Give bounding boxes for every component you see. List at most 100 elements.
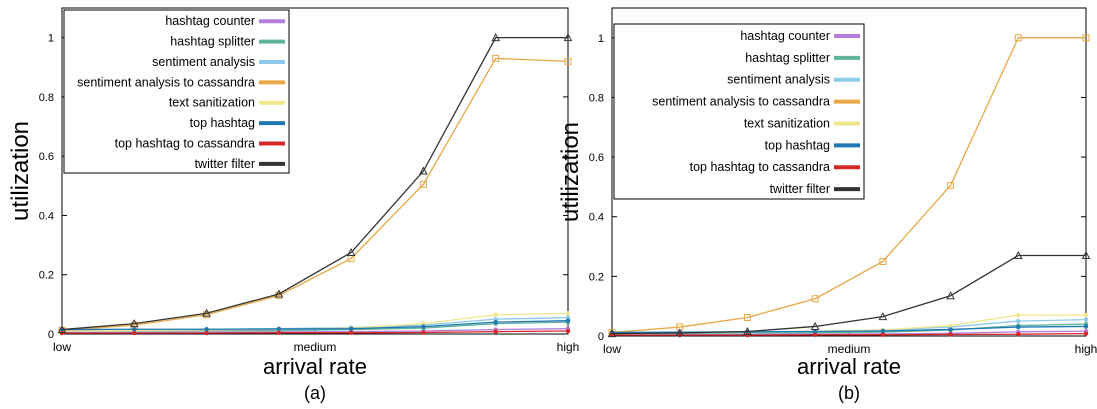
data-point <box>1016 318 1021 324</box>
series-line <box>61 36 568 331</box>
legend-entry-label: twitter filter <box>770 182 830 196</box>
data-point <box>946 291 955 300</box>
data-point <box>59 330 65 336</box>
x-tick-label: low <box>53 340 71 354</box>
y-axis-label: utilization <box>557 122 584 222</box>
chart-panel-a: 0 0.2 0.4 0.6 0.8 1 low medium high utilization ar… <box>7 7 580 403</box>
series-sentiment-analysis-to-cassandra <box>608 34 1090 336</box>
x-axis-label: arrival rate <box>797 354 901 379</box>
y-tick-label: 0.8 <box>589 92 604 104</box>
data-point <box>1016 324 1021 330</box>
data-point <box>204 327 209 332</box>
series-line <box>611 254 1086 335</box>
data-point <box>811 295 819 303</box>
data-point <box>743 326 752 336</box>
data-point <box>276 326 282 332</box>
x-tick-label: medium <box>828 342 871 356</box>
data-point <box>421 324 426 329</box>
data-point <box>348 326 354 331</box>
series-line <box>611 37 1086 334</box>
y-axis-label: utilization <box>7 121 34 221</box>
data-point <box>565 311 571 316</box>
series-twitter-filter <box>57 33 573 334</box>
y-tick-label: 1 <box>598 33 604 45</box>
data-point <box>57 324 67 334</box>
legend-entry-label: sentiment analysis <box>727 73 830 87</box>
y-tick-label: 0.6 <box>39 151 54 163</box>
data-point <box>274 289 284 298</box>
data-point <box>947 181 955 189</box>
data-point <box>129 319 139 328</box>
data-point <box>421 330 426 335</box>
data-point <box>492 54 500 62</box>
legend-box <box>613 23 865 200</box>
series-line <box>62 330 569 334</box>
series-twitter-filter <box>607 250 1091 338</box>
data-point <box>745 332 750 338</box>
legend-entry-label: hashtag splitter <box>170 35 255 49</box>
data-point <box>1083 317 1089 322</box>
data-point <box>565 328 571 334</box>
data-point <box>948 332 953 337</box>
y-tick-label: 0.4 <box>589 212 604 224</box>
y-tick-label: 0.8 <box>39 92 54 104</box>
data-point <box>1083 324 1089 329</box>
x-tick-label: high <box>557 340 580 354</box>
data-point <box>878 312 888 321</box>
legend-entry-label: top hashtag <box>190 116 255 130</box>
series-line <box>612 332 1087 336</box>
data-point <box>880 332 886 338</box>
data-point <box>276 330 282 336</box>
legend-entry-label: text sanitization <box>169 96 255 110</box>
data-point <box>948 323 953 328</box>
legend-entry-label: top hashtag to cassandra <box>115 136 255 150</box>
series-line <box>61 57 569 332</box>
legend: hashtag counter hashtag splitter sentiment… <box>613 23 865 200</box>
series-top-hashtag-to-cassandra <box>59 328 571 336</box>
data-point <box>880 328 886 334</box>
data-point <box>879 257 887 265</box>
data-point <box>493 312 498 317</box>
legend-entry-label: twitter filter <box>195 157 255 171</box>
legend-entry-label: sentiment analysis <box>152 55 255 69</box>
data-point <box>607 329 617 338</box>
data-point <box>1016 312 1021 318</box>
data-point <box>1082 34 1090 42</box>
y-tick-label: 0 <box>48 329 54 341</box>
x-tick-label: low <box>603 342 621 356</box>
data-point <box>493 319 498 325</box>
x-tick-label: medium <box>294 340 337 354</box>
y-tick-label: 0.2 <box>589 271 604 283</box>
subfigure-caption: (b) <box>838 383 860 403</box>
legend-entry-label: sentiment analysis to cassandra <box>77 75 255 89</box>
legend-entry-label: hashtag splitter <box>745 51 830 65</box>
x-tick-label: high <box>1075 342 1097 356</box>
legend-entry-label: sentiment analysis to cassandra <box>652 95 830 109</box>
subfigure-caption: (a) <box>304 383 326 403</box>
data-point <box>564 57 572 65</box>
data-point <box>1013 250 1023 259</box>
series-top-hashtag-to-cassandra <box>609 331 1089 338</box>
y-tick-label: 0 <box>598 331 604 343</box>
y-tick-label: 0.4 <box>39 210 54 222</box>
data-point <box>202 308 211 317</box>
legend: hashtag counter hashtag splitter sentiment… <box>63 9 290 174</box>
data-point <box>563 33 573 42</box>
data-point <box>491 33 501 42</box>
data-point <box>346 247 356 256</box>
data-point <box>675 328 685 337</box>
legend-entry-label: hashtag counter <box>740 29 830 43</box>
data-point <box>743 314 751 322</box>
data-point <box>1014 34 1022 42</box>
data-point <box>493 329 498 334</box>
x-axis-label: arrival rate <box>263 354 367 379</box>
legend-box <box>63 9 290 174</box>
data-point <box>348 330 354 336</box>
data-point <box>1081 250 1091 259</box>
chart-panel-b: 0 0.2 0.4 0.6 0.8 1 low medium high utilization ar… <box>557 7 1097 403</box>
y-tick-label: 1 <box>48 33 54 45</box>
data-point <box>419 166 428 175</box>
legend-entry-label: top hashtag <box>765 138 830 152</box>
data-point <box>810 321 820 330</box>
